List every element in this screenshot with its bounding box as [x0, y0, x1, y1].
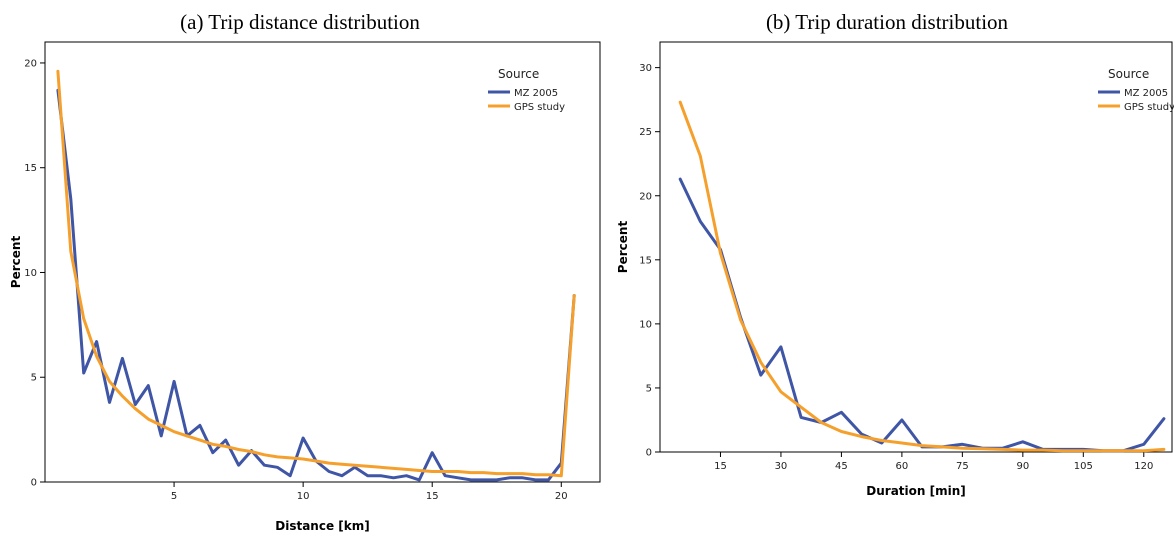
legend: Source MZ 2005 GPS study	[488, 67, 565, 113]
y-tick-label: 10	[24, 268, 37, 279]
series-line-mz-2005	[56, 88, 576, 482]
x-tick-label: 45	[835, 461, 848, 472]
y-axis-title: Percent	[9, 236, 23, 289]
legend: Source MZ 2005 GPS study	[1098, 67, 1174, 113]
x-axis-title: Distance [km]	[275, 519, 369, 533]
x-tick-label: 75	[956, 461, 969, 472]
x-tick-label: 20	[555, 491, 568, 502]
y-axis-title: Percent	[616, 221, 630, 274]
y-tick-label: 5	[31, 373, 37, 384]
x-tick-label: 120	[1134, 461, 1153, 472]
chart-1: 0 5 10 15 20 25 30 15 30 45 60 75 90 105 120 Duration […	[616, 41, 1174, 498]
y-tick-label: 0	[646, 448, 652, 459]
series-line-mz-2005	[678, 177, 1166, 453]
legend-title: Source	[1108, 67, 1149, 81]
chart-b-caption: (b) Trip duration distribution	[765, 10, 1009, 34]
y-tick-label: 15	[24, 163, 37, 174]
y-tick-label: 25	[639, 127, 652, 138]
y-tick-label: 15	[639, 255, 652, 266]
x-tick-label: 10	[297, 491, 310, 502]
legend-item-label: GPS study	[1124, 102, 1174, 113]
chart-a-caption: (a) Trip distance distribution	[180, 10, 420, 34]
y-tick-label: 20	[639, 191, 652, 202]
legend-item-label: MZ 2005	[1124, 88, 1168, 99]
plot-frame	[659, 41, 1173, 453]
x-tick-label: 30	[775, 461, 788, 472]
y-tick-label: 10	[639, 319, 652, 330]
x-axis-title: Duration [min]	[866, 484, 965, 498]
plot-frame	[44, 41, 601, 483]
x-tick-label: 15	[426, 491, 439, 502]
legend-title: Source	[498, 67, 539, 81]
legend-item-label: GPS study	[514, 102, 565, 113]
x-tick-label: 60	[896, 461, 909, 472]
x-tick-label: 105	[1074, 461, 1093, 472]
y-tick-label: 5	[646, 383, 652, 394]
legend-item-label: MZ 2005	[514, 88, 558, 99]
x-tick-label: 15	[714, 461, 727, 472]
chart-0: 0 5 10 15 20 5 10 15 20 Distance [km] Percent Sourc…	[9, 41, 601, 533]
y-tick-label: 0	[31, 478, 37, 489]
x-tick-label: 90	[1016, 461, 1029, 472]
series-line-gps-study	[56, 69, 576, 478]
x-tick-label: 5	[171, 491, 177, 502]
y-tick-label: 30	[639, 63, 652, 74]
y-tick-label: 20	[24, 58, 37, 69]
series-line-gps-study	[678, 100, 1166, 453]
